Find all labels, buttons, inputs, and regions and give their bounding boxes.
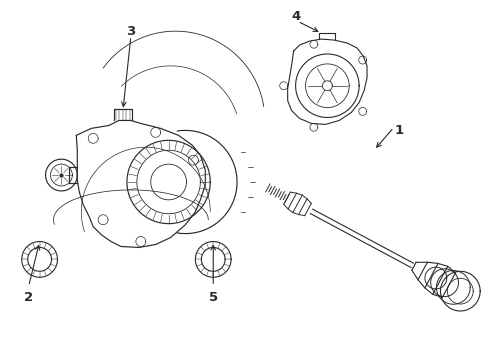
Text: 3: 3	[126, 24, 136, 38]
Text: 2: 2	[24, 291, 33, 303]
Text: 1: 1	[394, 124, 403, 137]
Text: 4: 4	[291, 10, 300, 23]
Text: 5: 5	[209, 291, 218, 303]
